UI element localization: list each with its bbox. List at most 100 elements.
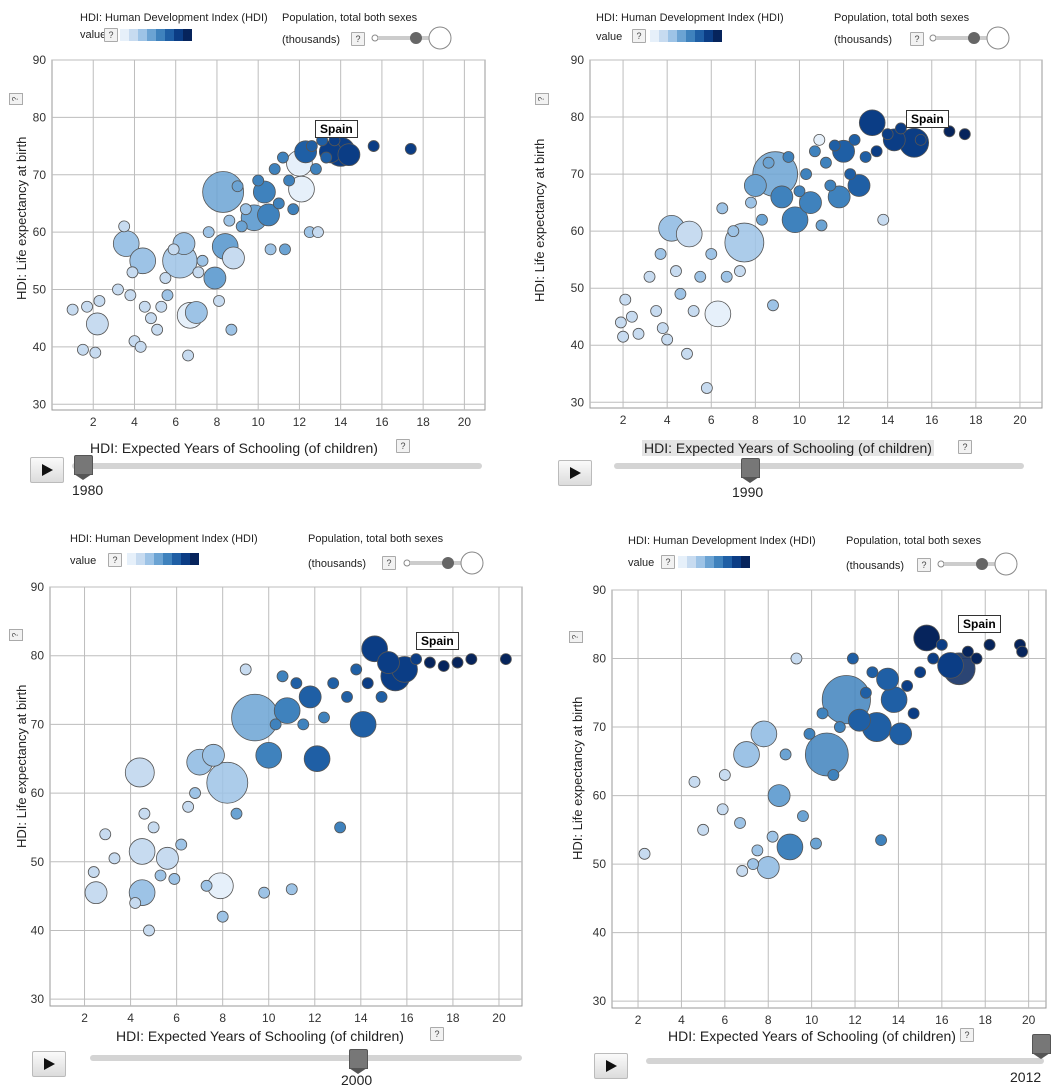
- country-bubble[interactable]: [465, 653, 478, 666]
- country-bubble[interactable]: [126, 266, 139, 279]
- country-bubble[interactable]: [815, 219, 828, 232]
- country-bubble[interactable]: [716, 202, 729, 215]
- play-button[interactable]: [32, 1051, 66, 1077]
- country-bubble[interactable]: [84, 881, 108, 905]
- country-bubble[interactable]: [824, 179, 837, 192]
- country-bubble[interactable]: [776, 833, 804, 861]
- country-bubble[interactable]: [128, 838, 156, 865]
- x-axis-help-button[interactable]: ?: [430, 1027, 444, 1041]
- country-bubble[interactable]: [222, 246, 245, 270]
- country-bubble[interactable]: [310, 163, 322, 175]
- country-bubble[interactable]: [858, 109, 886, 137]
- country-bubble[interactable]: [235, 220, 248, 233]
- country-bubble[interactable]: [619, 293, 632, 306]
- country-bubble[interactable]: [93, 295, 106, 307]
- country-bubble[interactable]: [182, 800, 195, 813]
- country-bubble[interactable]: [808, 145, 821, 158]
- country-bubble[interactable]: [733, 741, 760, 768]
- country-bubble[interactable]: [844, 168, 857, 180]
- country-bubble[interactable]: [255, 741, 283, 769]
- country-bubble[interactable]: [881, 128, 894, 141]
- country-bubble[interactable]: [804, 732, 849, 777]
- year-slider-handle[interactable]: [74, 455, 93, 480]
- population-help-button[interactable]: ?: [382, 556, 396, 570]
- country-bubble[interactable]: [674, 288, 687, 300]
- country-bubble[interactable]: [155, 300, 168, 313]
- country-bubble[interactable]: [189, 787, 201, 799]
- country-bubble[interactable]: [750, 720, 778, 748]
- country-bubble[interactable]: [264, 243, 277, 256]
- country-bubble[interactable]: [907, 707, 920, 720]
- size-slider-track[interactable]: [936, 36, 988, 40]
- country-bubble[interactable]: [797, 810, 809, 823]
- country-bubble[interactable]: [800, 168, 812, 180]
- country-bubble[interactable]: [499, 653, 512, 666]
- country-bubble[interactable]: [216, 910, 229, 923]
- country-bubble[interactable]: [410, 653, 422, 666]
- country-bubble[interactable]: [743, 174, 767, 197]
- country-bubble[interactable]: [688, 775, 701, 788]
- x-axis-help-button[interactable]: ?: [960, 1028, 974, 1042]
- country-bubble[interactable]: [404, 143, 417, 155]
- country-bubble[interactable]: [716, 803, 729, 816]
- country-bubble[interactable]: [118, 220, 131, 233]
- country-bubble[interactable]: [914, 133, 927, 146]
- country-bubble[interactable]: [239, 203, 252, 216]
- country-bubble[interactable]: [913, 624, 940, 652]
- country-bubble[interactable]: [810, 837, 822, 850]
- country-bubble[interactable]: [793, 185, 806, 198]
- country-bubble[interactable]: [424, 656, 436, 669]
- country-bubble[interactable]: [847, 708, 871, 732]
- country-bubble[interactable]: [813, 133, 826, 146]
- country-bubble[interactable]: [320, 151, 333, 164]
- country-bubble[interactable]: [704, 300, 732, 328]
- year-slider-track[interactable]: [614, 463, 1024, 469]
- country-bubble[interactable]: [880, 686, 908, 713]
- country-bubble[interactable]: [268, 163, 281, 175]
- country-bubble[interactable]: [99, 828, 112, 841]
- country-bubble[interactable]: [375, 691, 388, 703]
- country-bubble[interactable]: [77, 343, 89, 356]
- country-bubble[interactable]: [670, 265, 682, 277]
- x-axis-help-button[interactable]: ?: [396, 439, 410, 453]
- country-bubble[interactable]: [154, 869, 167, 882]
- size-slider-handle[interactable]: [976, 558, 988, 570]
- country-bubble[interactable]: [161, 289, 174, 302]
- country-bubble[interactable]: [66, 303, 79, 316]
- country-bubble[interactable]: [718, 769, 731, 781]
- country-bubble[interactable]: [766, 830, 779, 843]
- country-bubble[interactable]: [756, 213, 768, 226]
- country-bubble[interactable]: [847, 174, 871, 197]
- country-bubble[interactable]: [285, 883, 298, 896]
- size-slider-track[interactable]: [410, 561, 462, 565]
- country-bubble[interactable]: [318, 711, 330, 724]
- size-slider-handle[interactable]: [410, 32, 422, 44]
- country-bubble[interactable]: [661, 333, 674, 346]
- country-bubble[interactable]: [349, 711, 377, 738]
- country-bubble[interactable]: [138, 807, 151, 820]
- year-slider-handle[interactable]: [349, 1049, 368, 1074]
- hdi-help-button[interactable]: ?: [108, 553, 122, 567]
- size-slider-track[interactable]: [378, 36, 430, 40]
- country-bubble[interactable]: [675, 220, 703, 248]
- country-bubble[interactable]: [694, 270, 707, 283]
- country-bubble[interactable]: [762, 156, 775, 169]
- country-bubble[interactable]: [846, 652, 859, 665]
- hdi-help-button[interactable]: ?: [632, 29, 646, 43]
- country-bubble[interactable]: [89, 346, 102, 359]
- country-bubble[interactable]: [239, 663, 252, 676]
- country-bubble[interactable]: [736, 865, 749, 877]
- country-bubble[interactable]: [697, 823, 710, 836]
- country-bubble[interactable]: [124, 757, 155, 788]
- hdi-help-button[interactable]: ?: [661, 555, 675, 569]
- country-bubble[interactable]: [202, 226, 215, 239]
- country-bubble[interactable]: [828, 139, 841, 152]
- country-bubble[interactable]: [745, 196, 757, 209]
- country-bubble[interactable]: [782, 151, 795, 163]
- country-bubble[interactable]: [156, 846, 179, 870]
- country-bubble[interactable]: [272, 197, 285, 210]
- population-size-slider[interactable]: [400, 549, 490, 577]
- population-help-button[interactable]: ?: [351, 32, 365, 46]
- country-bubble[interactable]: [283, 174, 296, 187]
- country-bubble[interactable]: [638, 847, 651, 860]
